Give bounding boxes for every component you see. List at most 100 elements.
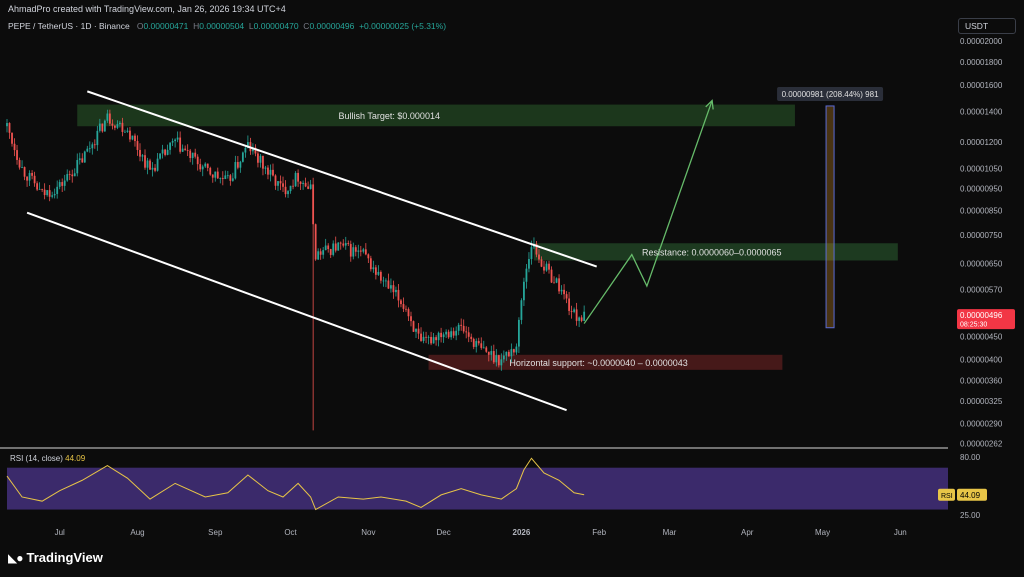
candle-body (41, 189, 44, 190)
candle-body (337, 242, 340, 251)
candle-body (500, 359, 503, 366)
low-value: 0.00000470 (253, 21, 299, 31)
rsi-name-tag (938, 488, 955, 501)
candle-body (96, 130, 99, 146)
open-label: O (136, 21, 144, 31)
candle-body (176, 137, 179, 140)
candle-body (385, 280, 387, 282)
candle-body (21, 167, 23, 168)
candle-body (578, 317, 581, 321)
candle-body (357, 250, 360, 252)
candle-body (229, 175, 232, 181)
candle-body (289, 185, 292, 192)
candle-body (367, 254, 370, 259)
candle-body (139, 149, 141, 157)
candle-body (279, 181, 282, 184)
candle-body (395, 289, 397, 293)
candle-body (523, 281, 525, 301)
channel-upper-line (86, 90, 598, 268)
candle-body (490, 351, 493, 355)
candle-body (206, 163, 209, 168)
candle-body (181, 148, 184, 152)
candle-body (545, 263, 548, 271)
candle-body (234, 162, 237, 179)
candle-body (543, 266, 545, 271)
support-zone (428, 354, 783, 370)
candle-body (407, 309, 410, 317)
time-axis-tick: Apr (741, 528, 754, 537)
time-axis-tick: Sep (208, 528, 223, 537)
current-price-value: 0.00000496 (960, 311, 1003, 320)
candle-body (201, 166, 204, 170)
time-axis-tick: Feb (592, 528, 606, 537)
low-label: L (248, 21, 254, 31)
candle-body (11, 132, 13, 144)
symbol-title[interactable]: PEPE / TetherUS · 1D · Binance (8, 21, 130, 31)
candle-body (71, 174, 74, 177)
candle-body (252, 147, 254, 152)
measure-bar (825, 105, 835, 329)
candle-body (467, 332, 470, 337)
candle-body (410, 316, 412, 322)
close-label: C (303, 21, 310, 31)
rsi-axis-tick: 25.00 (960, 511, 981, 520)
candle-body (191, 152, 194, 158)
candle-body (88, 148, 91, 150)
candle-body (254, 147, 257, 154)
candle-body (86, 148, 89, 152)
candle-body (560, 289, 563, 292)
candle-body (262, 155, 264, 169)
candle-body (174, 139, 177, 142)
candle-body (555, 278, 558, 283)
candle-body (565, 294, 568, 299)
resistance-zone-label: Resistance: 0.0000060–0.0000065 (642, 247, 782, 257)
rsi-axis-tick: 80.00 (960, 453, 981, 462)
price-axis-tick: 0.00000360 (960, 377, 1003, 386)
brand-name: TradingView (26, 550, 103, 565)
candle-body (540, 259, 543, 267)
candle-body (126, 130, 129, 132)
candle-body (214, 171, 217, 178)
candle-body (131, 135, 134, 140)
candle-body (374, 267, 377, 275)
currency-selector[interactable]: USDT (958, 18, 1016, 34)
candle-body (457, 324, 460, 331)
price-axis-tick: 0.00000570 (960, 286, 1003, 295)
candle-body (219, 178, 222, 179)
candle-body (302, 182, 305, 184)
target-zone (77, 104, 795, 127)
candle-body (487, 351, 490, 355)
candle-body (307, 186, 310, 189)
candle-body (231, 178, 234, 181)
candle-body (440, 332, 443, 338)
candle-body (284, 186, 287, 195)
candle-body (171, 141, 174, 143)
candle-body (405, 308, 407, 310)
candle-body (91, 144, 94, 149)
candle-body (66, 174, 69, 181)
candle-body (226, 175, 229, 177)
candle-body (78, 158, 81, 161)
price-axis-tick: 0.00000450 (960, 332, 1003, 341)
candle-body (63, 180, 66, 186)
candle-body (101, 123, 104, 132)
candle-body (16, 150, 18, 160)
candle-body (583, 311, 586, 321)
candle-body (108, 113, 111, 124)
candle-body (382, 280, 385, 282)
measure-label: 0.00000981 (208.44%) 981 (782, 90, 880, 99)
candle-body (420, 333, 422, 341)
candle-body (352, 247, 355, 257)
candle-body (116, 124, 119, 128)
candle-body (482, 347, 485, 349)
price-axis-tick: 0.00001050 (960, 165, 1003, 174)
candle-body (445, 331, 448, 335)
candle-body (324, 245, 327, 251)
tradingview-logo[interactable]: ◣● TradingView (8, 550, 103, 565)
candle-body (344, 243, 347, 246)
candle-body (387, 280, 390, 289)
time-axis-tick: Nov (361, 528, 375, 537)
candle-body (236, 162, 239, 168)
candle-body (535, 243, 538, 255)
